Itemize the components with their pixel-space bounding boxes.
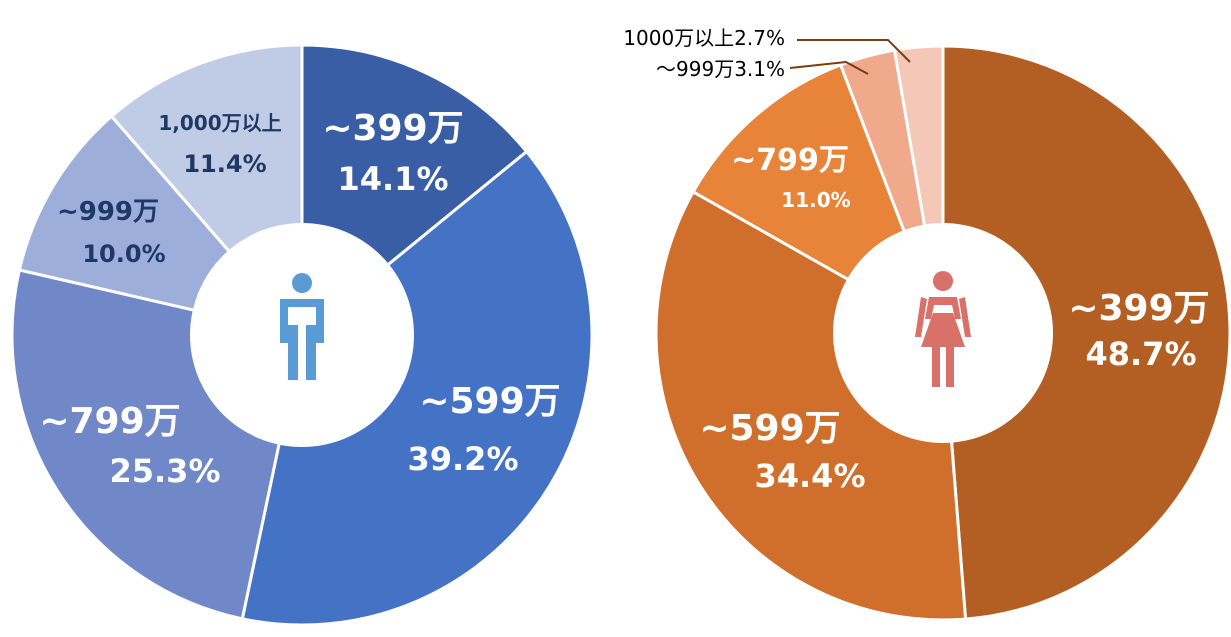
slice-value-label: 11.4% xyxy=(183,150,266,178)
slice-category-label: 1,000万以上 xyxy=(158,111,281,135)
donut-slice-1 xyxy=(941,44,1231,621)
slice-value-label: 39.2% xyxy=(407,440,518,478)
slice-category-label: ~399万 xyxy=(1068,288,1209,329)
external-slice-label: 〜999万3.1% xyxy=(656,57,785,81)
donut-hole xyxy=(190,223,414,447)
slice-category-label: ~999万 xyxy=(57,197,159,227)
slice-category-label: ~799万 xyxy=(39,401,180,442)
slice-value-label: 10.0% xyxy=(82,240,165,268)
male-donut-chart: ~399万 14.1% ~599万 39.2% ~799万 25.3% ~999万 10.0%… xyxy=(10,43,594,627)
slice-value-label: 48.7% xyxy=(1085,335,1196,373)
external-slice-label: 1000万以上2.7% xyxy=(623,26,785,50)
male-person-icon xyxy=(280,273,324,380)
slice-value-label: 14.1% xyxy=(337,160,448,198)
slice-value-label: 25.3% xyxy=(109,452,220,490)
female-donut-chart: ~399万 48.7% ~599万 34.4% ~799万 11.0% 〜999万3.1% 1… xyxy=(623,26,1231,622)
slice-category-label: ~599万 xyxy=(419,381,560,422)
slice-value-label: 11.0% xyxy=(781,188,850,212)
leader-line xyxy=(789,60,869,75)
slice-category-label: ~599万 xyxy=(699,408,840,449)
slice-category-label: ~399万 xyxy=(322,108,463,149)
donut-slice-2 xyxy=(240,149,594,627)
donut-slice-2 xyxy=(654,189,968,622)
slice-category-label: ~799万 xyxy=(731,143,849,178)
female-person-icon xyxy=(915,271,971,387)
leader-line xyxy=(797,39,911,63)
slice-value-label: 34.4% xyxy=(754,457,865,495)
